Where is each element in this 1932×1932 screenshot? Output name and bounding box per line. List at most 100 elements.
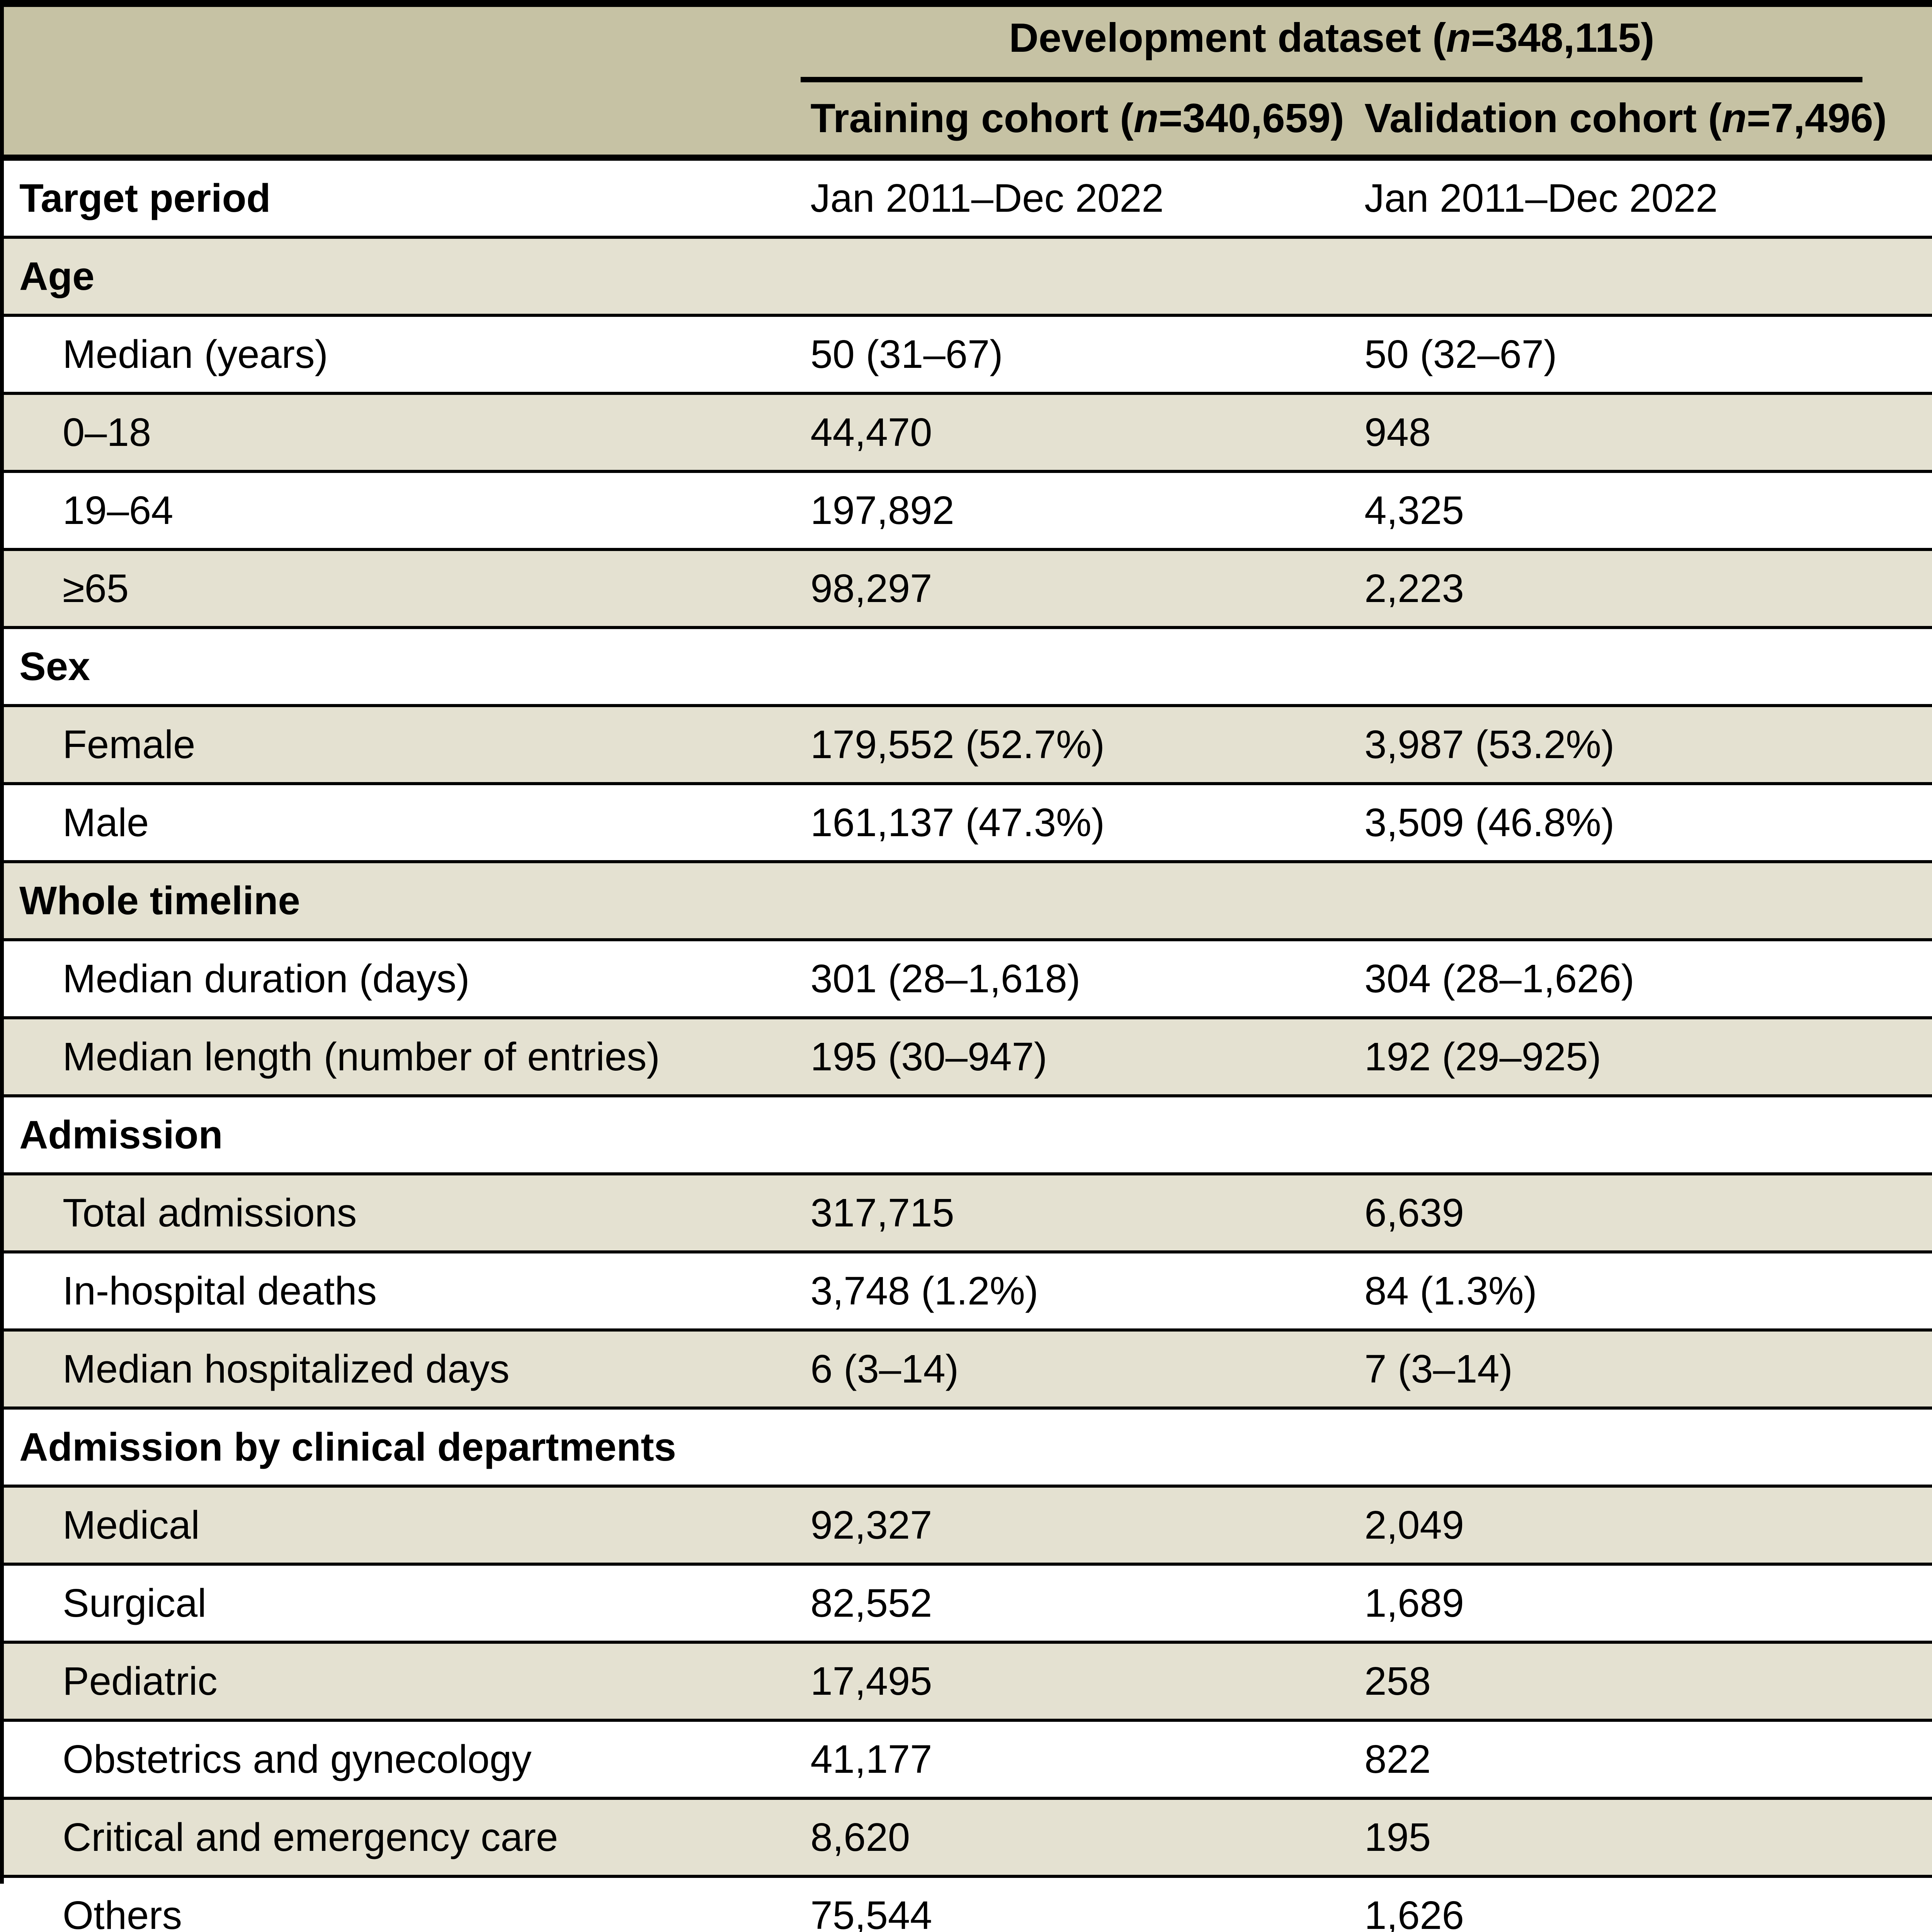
- row-label: 0–18: [4, 393, 801, 473]
- row-label: Target period: [4, 158, 801, 239]
- validation-value: 258: [1355, 1642, 1932, 1722]
- group-header-row: Development dataset (n=348,115) Test dat…: [4, 7, 1932, 82]
- validation-value: 1,689: [1355, 1564, 1932, 1644]
- row-label: Total admissions: [4, 1174, 801, 1253]
- training-value: 6 (3–14): [801, 1330, 1355, 1410]
- section-row: Admission: [4, 1096, 1932, 1175]
- training-value: 75,544: [801, 1876, 1355, 1932]
- table-header: Development dataset (n=348,115) Test dat…: [4, 7, 1932, 161]
- validation-value: 3,987 (53.2%): [1355, 706, 1932, 785]
- table-row: Median (years)50 (31–67)50 (32–67)54 (33…: [4, 315, 1932, 395]
- row-label: Median length (number of entries): [4, 1018, 801, 1097]
- section-label: Admission: [4, 1096, 1932, 1175]
- section-label: Sex: [4, 628, 1932, 707]
- training-value: 195 (30–947): [801, 1018, 1355, 1097]
- training-value: 82,552: [801, 1564, 1355, 1644]
- row-label: Surgical: [4, 1564, 801, 1644]
- validation-value: 84 (1.3%): [1355, 1252, 1932, 1332]
- table-row: Target period Jan 2011–Dec 2022 Jan 2011–D…: [4, 158, 1932, 239]
- training-value: 301 (28–1,618): [801, 940, 1355, 1019]
- heading-text: =7,496): [1747, 95, 1887, 141]
- training-value: 197,892: [801, 471, 1355, 551]
- heading-text: =348,115): [1471, 15, 1655, 61]
- validation-value: Jan 2011–Dec 2022: [1355, 158, 1932, 239]
- section-label: Admission by clinical departments: [4, 1408, 1932, 1488]
- training-value: 17,495: [801, 1642, 1355, 1722]
- table-row: Median length (number of entries) 195 (30…: [4, 1018, 1932, 1097]
- validation-value: 195: [1355, 1798, 1932, 1878]
- section-row: Whole timeline: [4, 862, 1932, 941]
- validation-value: 7 (3–14): [1355, 1330, 1932, 1410]
- section-row: Admission by clinical departments: [4, 1408, 1932, 1488]
- training-value: 41,177: [801, 1720, 1355, 1800]
- development-dataset-heading: Development dataset (n=348,115): [801, 15, 1863, 82]
- table-row: Median hospitalized days 6 (3–14) 7 (3–14)…: [4, 1330, 1932, 1410]
- validation-value: 948: [1355, 393, 1932, 473]
- training-value: 50 (31–67): [801, 315, 1355, 395]
- row-label: Pediatric: [4, 1642, 801, 1722]
- row-label: 19–64: [4, 471, 801, 551]
- row-label: Median (years): [4, 315, 801, 395]
- row-label: Median duration (days): [4, 940, 801, 1019]
- training-value: 98,297: [801, 549, 1355, 629]
- row-label: Others: [4, 1876, 801, 1932]
- validation-value: 1,626: [1355, 1876, 1932, 1932]
- validation-value: 6,639: [1355, 1174, 1932, 1253]
- cohort-characteristics-table: Development dataset (n=348,115) Test dat…: [4, 7, 1932, 1932]
- row-label: In-hospital deaths: [4, 1252, 801, 1332]
- section-label: Age: [4, 237, 1932, 317]
- cohort-header-validation: Validation cohort (n=7,496): [1355, 82, 1932, 161]
- heading-text: Development dataset (: [1009, 15, 1446, 61]
- row-label: Male: [4, 784, 801, 863]
- group-header-development: Development dataset (n=348,115): [801, 7, 1932, 82]
- training-value: 44,470: [801, 393, 1355, 473]
- training-value: 179,552 (52.7%): [801, 706, 1355, 785]
- row-label: ≥65: [4, 549, 801, 629]
- section-label: Whole timeline: [4, 862, 1932, 941]
- section-row: Age: [4, 237, 1932, 317]
- training-value: 317,715: [801, 1174, 1355, 1253]
- validation-value: 2,223: [1355, 549, 1932, 629]
- validation-value: 304 (28–1,626): [1355, 940, 1932, 1019]
- validation-value: 50 (32–67): [1355, 315, 1932, 395]
- italic-n: n: [1133, 95, 1159, 141]
- row-label: Female: [4, 706, 801, 785]
- row-label: Median hospitalized days: [4, 1330, 801, 1410]
- training-value: 8,620: [801, 1798, 1355, 1878]
- row-label: Critical and emergency care: [4, 1798, 801, 1878]
- group-header-spacer: [4, 7, 801, 82]
- italic-n: n: [1721, 95, 1747, 141]
- validation-value: 2,049: [1355, 1486, 1932, 1566]
- cohort-header-spacer: [4, 82, 801, 161]
- cohort-header-row: Training cohort (n=340,659) Validation c…: [4, 82, 1932, 161]
- validation-value: 822: [1355, 1720, 1932, 1800]
- training-value: 92,327: [801, 1486, 1355, 1566]
- validation-value: 192 (29–925): [1355, 1018, 1932, 1097]
- cohort-header-training: Training cohort (n=340,659): [801, 82, 1355, 161]
- table-row: Median duration (days) 301 (28–1,618) 304 …: [4, 940, 1932, 1019]
- table-body: Target period Jan 2011–Dec 2022 Jan 2011–D…: [4, 158, 1932, 1932]
- section-row: Sex: [4, 628, 1932, 707]
- validation-value: 4,325: [1355, 471, 1932, 551]
- training-value: 3,748 (1.2%): [801, 1252, 1355, 1332]
- italic-n: n: [1446, 15, 1471, 61]
- heading-text: Validation cohort (: [1364, 95, 1722, 141]
- row-label: Obstetrics and gynecology: [4, 1720, 801, 1800]
- heading-text: Training cohort (: [810, 95, 1134, 141]
- heading-text: =340,659): [1158, 95, 1344, 141]
- validation-value: 3,509 (46.8%): [1355, 784, 1932, 863]
- row-label: Medical: [4, 1486, 801, 1566]
